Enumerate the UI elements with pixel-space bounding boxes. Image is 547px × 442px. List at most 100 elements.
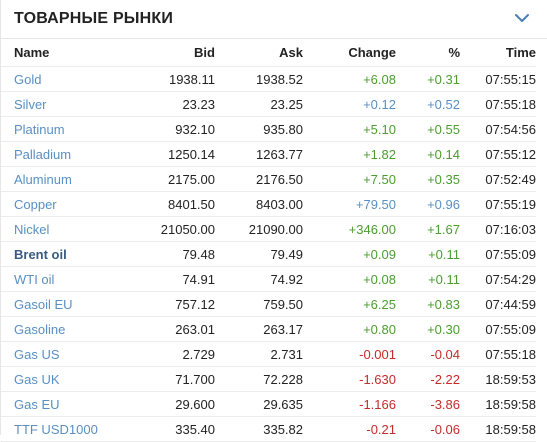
change-cell: -1.166	[303, 391, 396, 417]
instrument-name-cell: Palladium	[1, 141, 129, 167]
percent-cell: +0.30	[396, 316, 460, 342]
table-row[interactable]: Gasoil EU 757.12 759.50 +6.25 +0.83 07:44:59	[1, 291, 536, 317]
instrument-link[interactable]: WTI oil	[14, 271, 55, 287]
time-cell: 07:55:12	[460, 141, 536, 167]
instrument-name-cell: Aluminum	[1, 166, 129, 192]
table-row[interactable]: TTF USD1000 335.40 335.82 -0.21 -0.06 18:59:5…	[1, 416, 536, 442]
instrument-link[interactable]: Gas EU	[14, 396, 60, 412]
instrument-name-cell: TTF USD1000	[1, 416, 129, 442]
ask-cell: 1263.77	[215, 141, 303, 167]
column-header-time: Time	[460, 39, 536, 67]
time-cell: 07:54:29	[460, 266, 536, 292]
percent-cell: -0.04	[396, 341, 460, 367]
ask-cell: 29.635	[215, 391, 303, 417]
bid-cell: 21050.00	[129, 216, 215, 242]
instrument-name-cell: Copper	[1, 191, 129, 217]
percent-cell: +0.55	[396, 116, 460, 142]
instrument-name-cell: Gas EU	[1, 391, 129, 417]
instrument-link[interactable]: Platinum	[14, 121, 65, 137]
table-body: Gold 1938.11 1938.52 +6.08 +0.31 07:55:15 Silv…	[1, 66, 536, 442]
time-cell: 07:55:09	[460, 316, 536, 342]
change-cell: -0.21	[303, 416, 396, 442]
percent-cell: +0.11	[396, 241, 460, 267]
percent-cell: +0.11	[396, 266, 460, 292]
ask-cell: 335.82	[215, 416, 303, 442]
time-cell: 07:55:15	[460, 66, 536, 92]
instrument-name-cell: Gold	[1, 66, 129, 92]
percent-cell: +0.14	[396, 141, 460, 167]
time-cell: 07:44:59	[460, 291, 536, 317]
instrument-link[interactable]: Nickel	[14, 221, 50, 237]
table-row[interactable]: Gas EU 29.600 29.635 -1.166 -3.86 18:59:58	[1, 391, 536, 417]
table-row[interactable]: Silver 23.23 23.25 +0.12 +0.52 07:55:18	[1, 91, 536, 117]
bid-cell: 335.40	[129, 416, 215, 442]
percent-cell: +0.52	[396, 91, 460, 117]
instrument-name-cell: Gas UK	[1, 366, 129, 392]
time-cell: 07:52:49	[460, 166, 536, 192]
ask-cell: 935.80	[215, 116, 303, 142]
instrument-name-cell: WTI oil	[1, 266, 129, 292]
bid-cell: 74.91	[129, 266, 215, 292]
instrument-name-cell: Silver	[1, 91, 129, 117]
instrument-link[interactable]: Gasoline	[14, 321, 66, 337]
change-cell: +5.10	[303, 116, 396, 142]
table-row[interactable]: Palladium 1250.14 1263.77 +1.82 +0.14 07:55:1…	[1, 141, 536, 167]
instrument-link[interactable]: Aluminum	[14, 171, 72, 187]
table-row[interactable]: Gas UK 71.700 72.228 -1.630 -2.22 18:59:53	[1, 366, 536, 392]
bid-cell: 2175.00	[129, 166, 215, 192]
ask-cell: 759.50	[215, 291, 303, 317]
change-cell: +79.50	[303, 191, 396, 217]
bid-cell: 1938.11	[129, 66, 215, 92]
table-row[interactable]: WTI oil 74.91 74.92 +0.08 +0.11 07:54:29	[1, 266, 536, 292]
column-header-change: Change	[303, 39, 396, 67]
table-row[interactable]: Gasoline 263.01 263.17 +0.80 +0.30 07:55:09	[1, 316, 536, 342]
column-header-ask: Ask	[215, 39, 303, 67]
table-row[interactable]: Aluminum 2175.00 2176.50 +7.50 +0.35 07:52:49	[1, 166, 536, 192]
instrument-name-cell: Platinum	[1, 116, 129, 142]
time-cell: 07:54:56	[460, 116, 536, 142]
instrument-link[interactable]: TTF USD1000	[14, 421, 98, 437]
change-cell: +6.08	[303, 66, 396, 92]
percent-cell: -0.06	[396, 416, 460, 442]
table-row[interactable]: Brent oil 79.48 79.49 +0.09 +0.11 07:55:09	[1, 241, 536, 267]
instrument-link[interactable]: Gasoil EU	[14, 296, 73, 312]
instrument-name-cell: Gas US	[1, 341, 129, 367]
change-cell: -1.630	[303, 366, 396, 392]
change-cell: +0.80	[303, 316, 396, 342]
instrument-link[interactable]: Gold	[14, 71, 42, 87]
widget-header: ТОВАРНЫЕ РЫНКИ	[1, 0, 547, 39]
instrument-link[interactable]: Brent oil	[14, 246, 67, 262]
table-row[interactable]: Gas US 2.729 2.731 -0.001 -0.04 07:55:18	[1, 341, 536, 367]
bid-cell: 2.729	[129, 341, 215, 367]
chevron-down-icon[interactable]	[513, 9, 531, 27]
table-row[interactable]: Nickel 21050.00 21090.00 +346.00 +1.67 07:16:…	[1, 216, 536, 242]
instrument-name-cell: Brent oil	[1, 241, 129, 267]
percent-cell: -3.86	[396, 391, 460, 417]
ask-cell: 79.49	[215, 241, 303, 267]
bid-cell: 29.600	[129, 391, 215, 417]
time-cell: 07:16:03	[460, 216, 536, 242]
instrument-link[interactable]: Copper	[14, 196, 57, 212]
time-cell: 18:59:53	[460, 366, 536, 392]
instrument-link[interactable]: Gas UK	[14, 371, 60, 387]
instrument-link[interactable]: Silver	[14, 96, 47, 112]
percent-cell: +0.96	[396, 191, 460, 217]
table-row[interactable]: Platinum 932.10 935.80 +5.10 +0.55 07:54:56	[1, 116, 536, 142]
column-header-name: Name	[1, 39, 129, 67]
change-cell: +7.50	[303, 166, 396, 192]
bid-cell: 932.10	[129, 116, 215, 142]
percent-cell: +0.83	[396, 291, 460, 317]
bid-cell: 79.48	[129, 241, 215, 267]
table-row[interactable]: Copper 8401.50 8403.00 +79.50 +0.96 07:55:19	[1, 191, 536, 217]
instrument-link[interactable]: Gas US	[14, 346, 60, 362]
instrument-link[interactable]: Palladium	[14, 146, 72, 162]
percent-cell: +0.31	[396, 66, 460, 92]
instrument-name-cell: Gasoil EU	[1, 291, 129, 317]
commodities-table: Name Bid Ask Change % Time Gold 1938.11 19…	[1, 39, 536, 442]
change-cell: +0.12	[303, 91, 396, 117]
ask-cell: 21090.00	[215, 216, 303, 242]
change-cell: +6.25	[303, 291, 396, 317]
table-row[interactable]: Gold 1938.11 1938.52 +6.08 +0.31 07:55:15	[1, 66, 536, 92]
table-header-row: Name Bid Ask Change % Time	[1, 39, 536, 67]
bid-cell: 263.01	[129, 316, 215, 342]
